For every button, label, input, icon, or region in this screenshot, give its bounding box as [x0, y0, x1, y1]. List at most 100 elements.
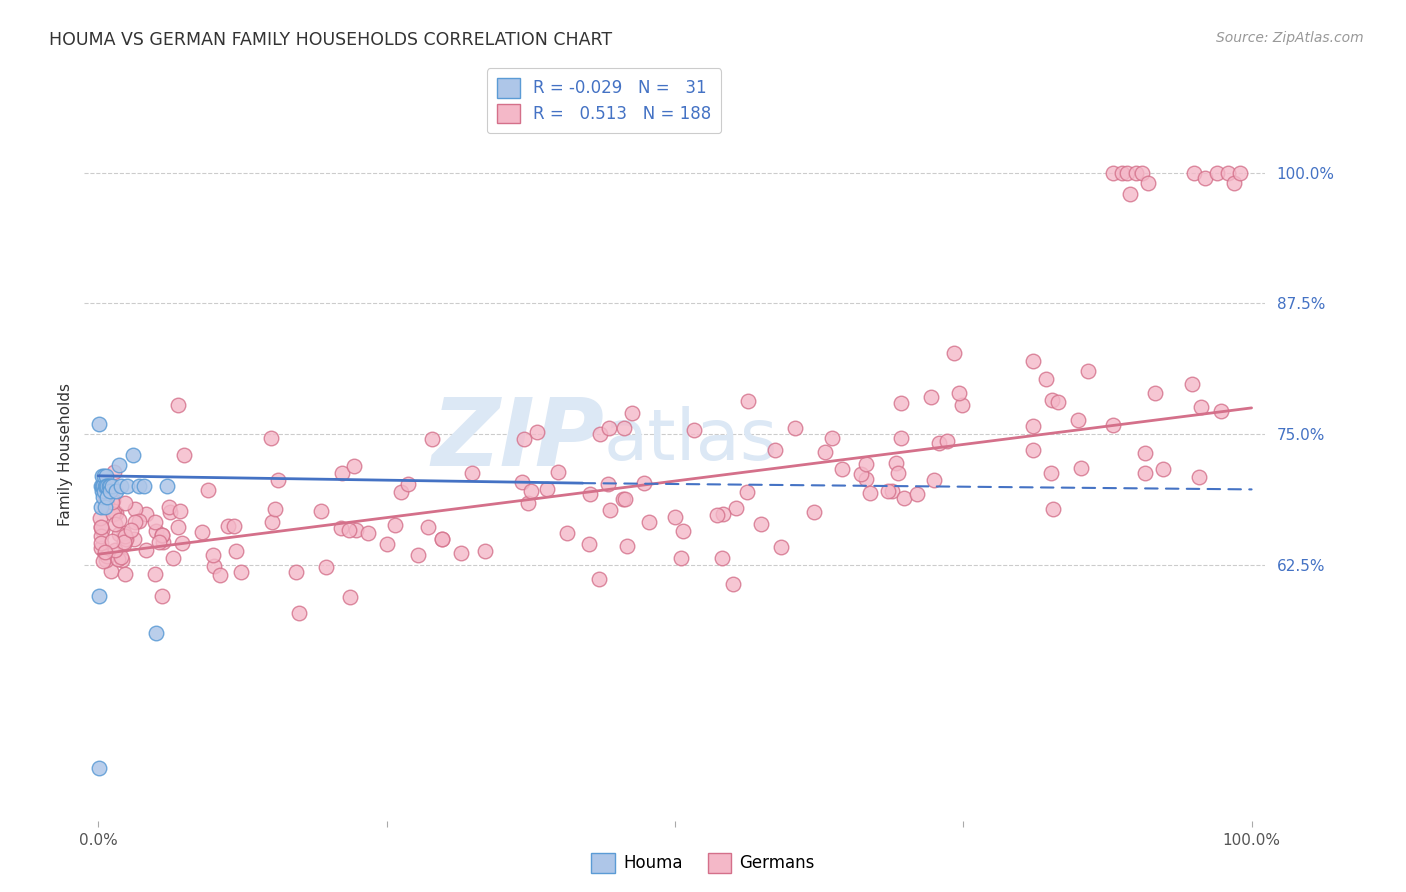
- Point: [128, 514, 150, 528]
- Point: [1188, 470, 1211, 484]
- Point: [128, 479, 150, 493]
- Point: [936, 434, 959, 449]
- Point: [145, 625, 167, 640]
- Point: [461, 466, 484, 480]
- Legend: R = -0.029   N =   31, R =   0.513   N = 188: R = -0.029 N = 31, R = 0.513 N = 188: [486, 69, 721, 134]
- Point: [105, 506, 128, 520]
- Point: [217, 519, 239, 533]
- Point: [93, 468, 115, 483]
- Point: [150, 528, 173, 542]
- Point: [101, 508, 124, 522]
- Text: ZIP: ZIP: [432, 394, 605, 486]
- Point: [94, 548, 117, 562]
- Point: [262, 515, 284, 529]
- Point: [104, 543, 127, 558]
- Point: [555, 526, 578, 541]
- Point: [97, 479, 120, 493]
- Point: [112, 526, 135, 541]
- Point: [1206, 166, 1229, 180]
- Point: [104, 484, 127, 499]
- Point: [803, 505, 825, 519]
- Point: [152, 535, 174, 549]
- Point: [616, 539, 638, 553]
- Text: Source: ZipAtlas.com: Source: ZipAtlas.com: [1216, 31, 1364, 45]
- Point: [152, 589, 174, 603]
- Point: [90, 536, 112, 550]
- Point: [145, 524, 167, 538]
- Point: [849, 467, 872, 481]
- Point: [598, 477, 620, 491]
- Point: [1182, 166, 1205, 180]
- Point: [512, 432, 534, 446]
- Point: [855, 472, 877, 486]
- Point: [115, 533, 138, 547]
- Point: [229, 565, 252, 579]
- Point: [1070, 460, 1092, 475]
- Point: [309, 504, 332, 518]
- Point: [517, 496, 540, 510]
- Point: [1136, 176, 1159, 190]
- Point: [418, 520, 440, 534]
- Point: [391, 484, 413, 499]
- Point: [191, 525, 214, 540]
- Point: [859, 485, 882, 500]
- Point: [197, 483, 219, 497]
- Point: [396, 477, 419, 491]
- Point: [905, 486, 928, 500]
- Point: [721, 576, 744, 591]
- Point: [711, 507, 734, 521]
- Point: [814, 445, 837, 459]
- Point: [1022, 419, 1045, 434]
- Point: [90, 519, 112, 533]
- Point: [430, 532, 453, 546]
- Point: [96, 468, 118, 483]
- Point: [90, 520, 112, 534]
- Point: [159, 505, 181, 519]
- Point: [735, 485, 758, 500]
- Point: [89, 417, 111, 431]
- Point: [599, 503, 621, 517]
- Point: [1218, 166, 1240, 180]
- Point: [737, 393, 759, 408]
- Point: [89, 511, 111, 525]
- Point: [110, 479, 132, 493]
- Point: [1067, 413, 1090, 427]
- Point: [339, 590, 361, 604]
- Point: [108, 513, 131, 527]
- Point: [112, 535, 135, 549]
- Point: [672, 524, 695, 538]
- Point: [922, 473, 945, 487]
- Point: [93, 489, 115, 503]
- Point: [89, 761, 111, 775]
- Point: [1076, 363, 1098, 377]
- Point: [91, 479, 114, 493]
- Point: [890, 396, 912, 410]
- Point: [890, 431, 912, 445]
- Point: [613, 492, 636, 507]
- Point: [98, 484, 121, 499]
- Point: [613, 420, 636, 434]
- Point: [94, 500, 117, 515]
- Point: [450, 546, 472, 560]
- Point: [90, 479, 112, 493]
- Point: [536, 483, 558, 497]
- Point: [114, 567, 136, 582]
- Point: [101, 479, 124, 493]
- Point: [120, 523, 142, 537]
- Point: [948, 385, 970, 400]
- Point: [337, 524, 360, 538]
- Point: [124, 502, 146, 516]
- Point: [1194, 171, 1216, 186]
- Legend: Houma, Germans: Houma, Germans: [585, 847, 821, 880]
- Point: [1223, 176, 1246, 190]
- Point: [1116, 166, 1139, 180]
- Point: [134, 479, 156, 493]
- Point: [1102, 418, 1125, 433]
- Point: [1181, 377, 1204, 392]
- Point: [357, 526, 380, 541]
- Point: [1135, 445, 1157, 459]
- Point: [264, 502, 287, 516]
- Point: [432, 532, 454, 546]
- Point: [169, 503, 191, 517]
- Point: [124, 515, 146, 529]
